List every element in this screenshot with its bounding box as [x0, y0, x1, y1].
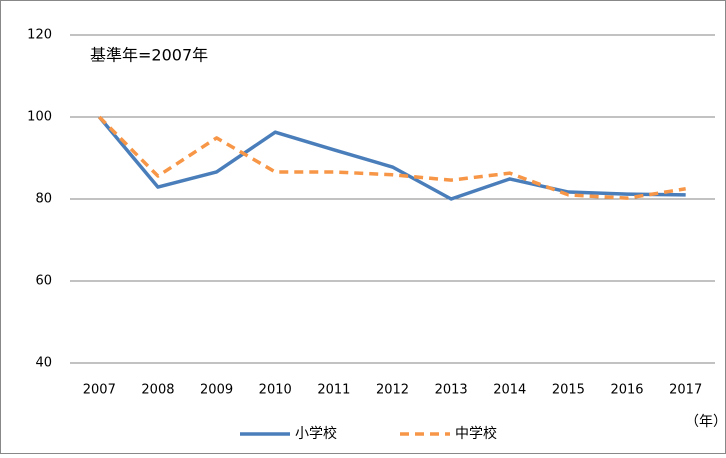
x-tick-label: 2014: [493, 383, 526, 398]
x-tick-label: 2013: [435, 383, 468, 398]
x-tick-label: 2016: [610, 383, 643, 398]
y-tick-label: 40: [35, 356, 52, 371]
series-line: [98, 115, 686, 200]
x-tick-label: 2010: [259, 383, 292, 398]
x-tick-label: 2012: [376, 383, 409, 398]
legend-label: 中学校: [455, 425, 497, 442]
x-tick-label: 2008: [141, 383, 174, 398]
x-unit-label: （年）: [685, 414, 726, 430]
x-tick-label: 2009: [200, 383, 233, 398]
y-tick-label: 80: [35, 192, 52, 207]
x-tick-label: 2017: [669, 383, 702, 398]
y-tick-label: 60: [35, 274, 52, 289]
y-tick-label: 100: [27, 110, 52, 125]
annotation: 基準年=2007年: [90, 46, 208, 65]
x-tick-label: 2007: [83, 383, 116, 398]
x-tick-label: 2011: [317, 383, 350, 398]
legend-label: 小学校: [295, 425, 337, 442]
y-tick-label: 120: [27, 28, 52, 43]
x-tick-label: 2015: [552, 383, 585, 398]
series-line: [97, 115, 686, 201]
